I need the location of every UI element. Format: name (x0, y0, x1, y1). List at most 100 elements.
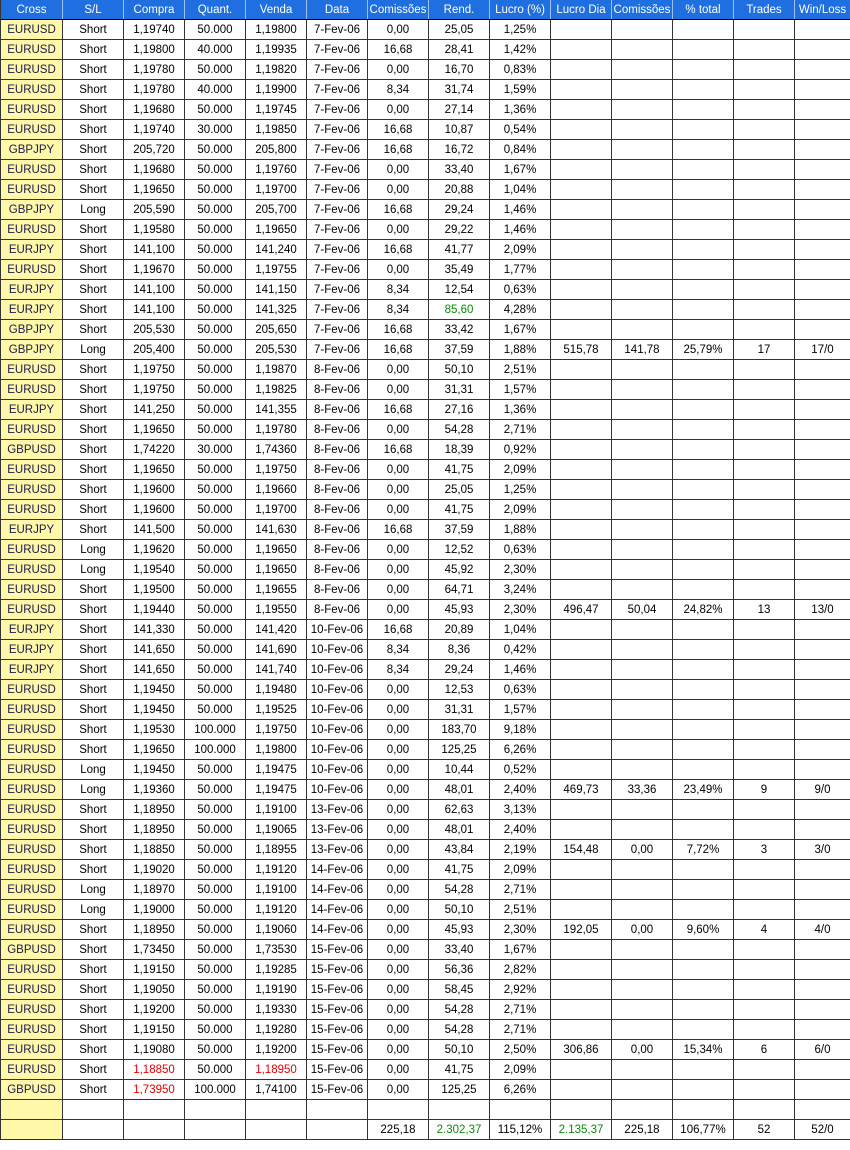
cell-cross[interactable]: GBPJPY (0, 339, 63, 360)
cell-comissoes-dia[interactable] (611, 799, 673, 820)
cell-comissoes-dia[interactable]: 0,00 (611, 839, 673, 860)
cell-quant[interactable]: 50.000 (184, 639, 246, 660)
cell-comissoes[interactable]: 0,00 (367, 959, 429, 980)
column-header-trades[interactable]: Trades (733, 0, 795, 20)
cell-data[interactable]: 14-Fev-06 (306, 859, 368, 880)
cell-comissoes-dia[interactable] (611, 79, 673, 100)
cell-win-loss[interactable] (794, 219, 850, 240)
cell-comissoes-dia[interactable] (611, 219, 673, 240)
cell-venda[interactable]: 1,19100 (245, 879, 307, 900)
cell-comissoes[interactable]: 0,00 (367, 919, 429, 940)
cell-comissoes[interactable]: 0,00 (367, 679, 429, 700)
cell-quant[interactable]: 50.000 (184, 539, 246, 560)
cell-cross[interactable]: EURUSD (0, 819, 63, 840)
cell-comissoes-dia[interactable] (611, 239, 673, 260)
cell-lucro-pct[interactable]: 0,63% (489, 679, 551, 700)
cell-rend[interactable]: 43,84 (428, 839, 490, 860)
cell-comissoes[interactable]: 0,00 (367, 59, 429, 80)
cell-trades[interactable] (733, 639, 795, 660)
cell-compra[interactable]: 1,19150 (123, 959, 185, 980)
cell-cross[interactable]: GBPUSD (0, 1079, 63, 1100)
cell-side[interactable]: Short (62, 399, 124, 420)
cell-comissoes[interactable]: 0,00 (367, 979, 429, 1000)
cell-rend[interactable]: 85,60 (428, 299, 490, 320)
cell-comissoes-dia[interactable] (611, 179, 673, 200)
cell-pct-total[interactable] (672, 219, 734, 240)
cell-win-loss[interactable] (794, 699, 850, 720)
cell-rend[interactable]: 25,05 (428, 19, 490, 40)
cell-compra[interactable]: 1,19740 (123, 19, 185, 40)
cell-trades[interactable] (733, 59, 795, 80)
cell-data[interactable]: 14-Fev-06 (306, 899, 368, 920)
cell-lucro-dia[interactable] (550, 899, 612, 920)
cell-lucro-dia[interactable]: 469,73 (550, 779, 612, 800)
cell-side[interactable]: Short (62, 839, 124, 860)
cell-venda[interactable]: 1,19800 (245, 19, 307, 40)
cell-trades[interactable] (733, 1019, 795, 1040)
cell-win-loss[interactable] (794, 1079, 850, 1100)
cell-comissoes[interactable]: 0,00 (367, 879, 429, 900)
cell-cross[interactable]: EURUSD (0, 759, 63, 780)
cell-win-loss[interactable] (794, 419, 850, 440)
cell-lucro-dia[interactable] (550, 399, 612, 420)
cell-lucro-pct[interactable]: 1,25% (489, 19, 551, 40)
cell-comissoes[interactable] (367, 1099, 429, 1120)
cell-trades[interactable] (733, 39, 795, 60)
cell-data[interactable]: 13-Fev-06 (306, 799, 368, 820)
column-header-rend[interactable]: Rend. (428, 0, 490, 20)
cell-rend[interactable]: 12,53 (428, 679, 490, 700)
cell-pct-total[interactable] (672, 299, 734, 320)
cell-rend[interactable]: 20,88 (428, 179, 490, 200)
cell-comissoes-dia[interactable] (611, 139, 673, 160)
cell-pct-total[interactable] (672, 859, 734, 880)
cell-quant[interactable]: 40.000 (184, 39, 246, 60)
cell-comissoes[interactable]: 8,34 (367, 639, 429, 660)
cell-lucro-pct[interactable]: 1,67% (489, 159, 551, 180)
cell-side[interactable]: Short (62, 959, 124, 980)
cell-lucro-pct[interactable]: 1,36% (489, 399, 551, 420)
cell-lucro-pct[interactable]: 0,52% (489, 759, 551, 780)
cell-data[interactable]: 7-Fev-06 (306, 159, 368, 180)
cell-quant[interactable]: 100.000 (184, 739, 246, 760)
cell-comissoes-dia[interactable] (611, 159, 673, 180)
cell-venda[interactable]: 1,19120 (245, 859, 307, 880)
column-header-quant[interactable]: Quant. (184, 0, 246, 20)
cell-compra[interactable]: 1,19750 (123, 359, 185, 380)
cell-quant[interactable]: 50.000 (184, 339, 246, 360)
cell-side[interactable]: Short (62, 739, 124, 760)
cell-quant[interactable]: 50.000 (184, 359, 246, 380)
cell-rend[interactable]: 37,59 (428, 519, 490, 540)
cell-lucro-dia[interactable] (550, 799, 612, 820)
cell-lucro-pct[interactable]: 1,42% (489, 39, 551, 60)
cell-compra[interactable]: 1,19050 (123, 979, 185, 1000)
cell-side[interactable]: Short (62, 159, 124, 180)
cell-compra[interactable]: 205,590 (123, 199, 185, 220)
cell-rend[interactable]: 54,28 (428, 879, 490, 900)
cell-data[interactable]: 7-Fev-06 (306, 299, 368, 320)
cell-lucro-pct[interactable]: 9,18% (489, 719, 551, 740)
cell-cross[interactable]: EURJPY (0, 239, 63, 260)
cell-quant[interactable]: 50.000 (184, 239, 246, 260)
cell-cross[interactable]: EURUSD (0, 159, 63, 180)
cell-comissoes-dia[interactable] (611, 439, 673, 460)
cell-quant[interactable]: 50.000 (184, 559, 246, 580)
cell-lucro-pct[interactable]: 2,71% (489, 999, 551, 1020)
cell-win-loss[interactable] (794, 79, 850, 100)
cell-venda[interactable]: 1,19745 (245, 99, 307, 120)
cell-comissoes[interactable]: 0,00 (367, 819, 429, 840)
cell-rend[interactable]: 50,10 (428, 1039, 490, 1060)
cell-data[interactable]: 7-Fev-06 (306, 19, 368, 40)
cell-trades[interactable] (733, 1099, 795, 1120)
cell-data[interactable]: 13-Fev-06 (306, 839, 368, 860)
cell-comissoes-dia[interactable] (611, 659, 673, 680)
cell-cross[interactable]: EURUSD (0, 859, 63, 880)
cell-lucro-dia[interactable] (550, 99, 612, 120)
cell-quant[interactable]: 50.000 (184, 839, 246, 860)
cell-pct-total[interactable] (672, 119, 734, 140)
cell-cross[interactable]: EURUSD (0, 459, 63, 480)
cell-comissoes[interactable]: 0,00 (367, 739, 429, 760)
cell-data[interactable]: 7-Fev-06 (306, 119, 368, 140)
cell-lucro-pct[interactable] (489, 1099, 551, 1120)
cell-quant[interactable]: 30.000 (184, 439, 246, 460)
cell-data[interactable]: 8-Fev-06 (306, 539, 368, 560)
